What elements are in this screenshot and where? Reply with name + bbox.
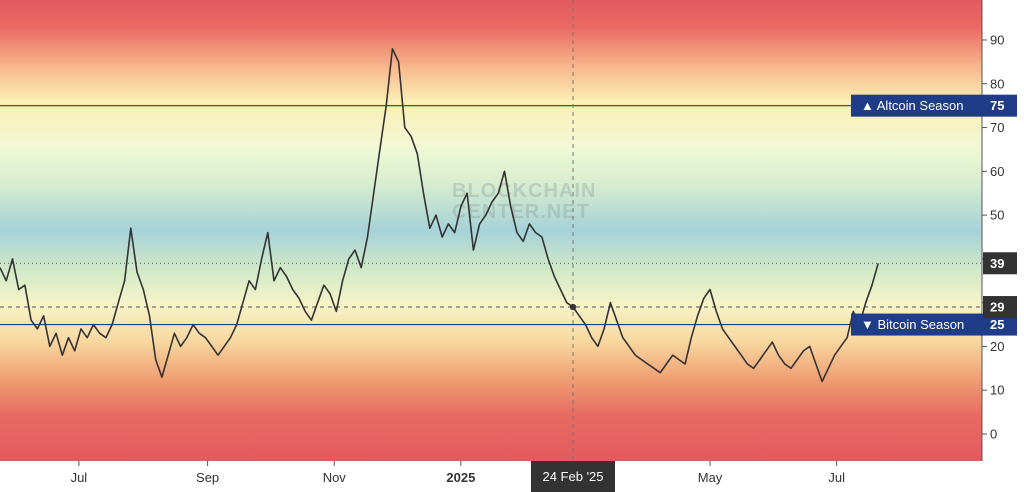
reference-value-text: 25 xyxy=(990,317,1004,332)
value-marker-badge xyxy=(983,252,1017,275)
y-tick-label: 90 xyxy=(990,33,1004,48)
y-tick-label: 70 xyxy=(990,120,1004,135)
value-marker-text: 29 xyxy=(990,300,1004,315)
series-group xyxy=(0,48,879,383)
y-tick-label: 80 xyxy=(990,76,1004,91)
xaxis-background xyxy=(0,461,1024,492)
x-tick-label: May xyxy=(698,470,723,485)
reference-value-badge xyxy=(983,313,1017,336)
reference-label-box xyxy=(851,94,983,117)
watermark-line-2: CENTER.NET xyxy=(452,201,590,223)
y-tick-label: 10 xyxy=(990,383,1004,398)
crosshair-point xyxy=(569,303,577,311)
x-tick-label: Jul xyxy=(828,470,845,485)
reference-label: ▲ Altcoin Season xyxy=(861,98,963,113)
y-tick-label: 60 xyxy=(990,164,1004,179)
axis-background xyxy=(982,0,1024,492)
reference-label-box xyxy=(851,313,983,336)
x-tick-label: Nov xyxy=(323,470,347,485)
x-tick-label: Jul xyxy=(71,470,88,485)
y-tick-label: 50 xyxy=(990,208,1004,223)
series-line xyxy=(0,48,879,383)
axis-badges: ▲ Altcoin Season 75 ▼ Bitcoin Season 25 39 29… xyxy=(531,94,1017,492)
reference-lines xyxy=(0,105,982,326)
x-tick-label: Sep xyxy=(196,470,219,485)
value-markers xyxy=(0,262,982,308)
crosshair-date-badge xyxy=(531,461,616,492)
watermark-line-1: BLOCKCHAIN xyxy=(452,180,596,202)
watermark: BLOCKCHAIN CENTER.NET xyxy=(452,180,596,223)
reference-value-badge xyxy=(983,94,1017,117)
value-marker-badge xyxy=(983,296,1017,319)
reference-label: ▼ Bitcoin Season xyxy=(861,317,964,332)
crosshair-date-text: 24 Feb '25 xyxy=(542,469,603,484)
x-tick-label: 2025 xyxy=(446,470,475,485)
x-axis: Jul Sep Nov 2025 May Jul xyxy=(71,461,845,485)
reference-value-text: 75 xyxy=(990,98,1004,113)
y-tick-label: 0 xyxy=(990,427,997,442)
value-marker-text: 39 xyxy=(990,256,1004,271)
y-tick-label: 20 xyxy=(990,339,1004,354)
plot-background xyxy=(0,0,982,461)
